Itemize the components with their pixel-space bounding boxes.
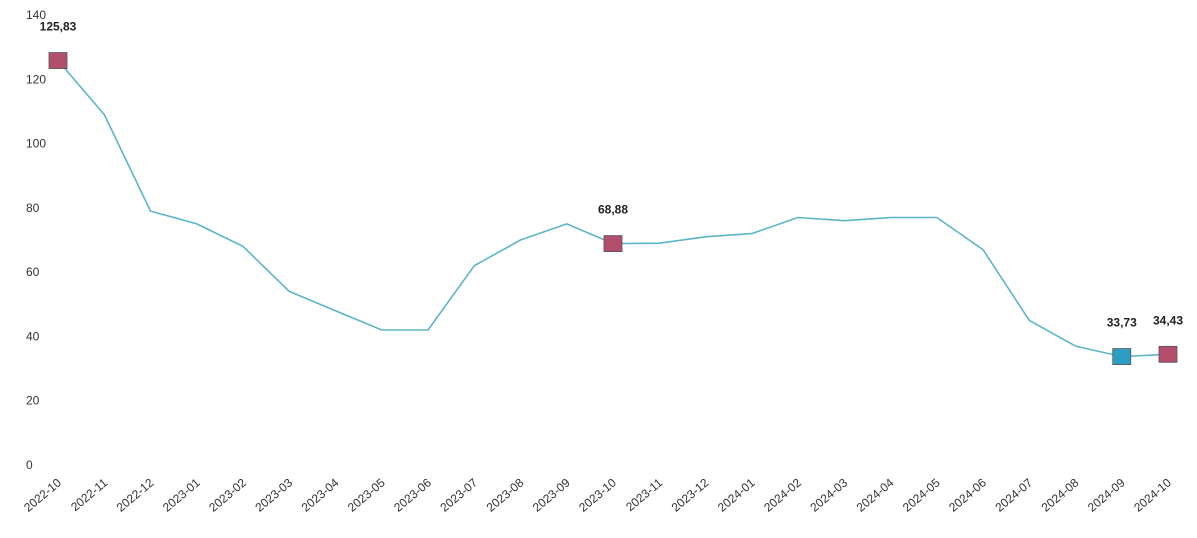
- x-tick-label: 2024-05: [900, 475, 943, 514]
- data-label: 125,83: [40, 20, 77, 34]
- y-tick-label: 20: [26, 394, 40, 408]
- x-tick-label: 2024-04: [854, 475, 897, 514]
- x-tick-label: 2023-05: [345, 475, 388, 514]
- x-tick-label: 2023-09: [530, 475, 573, 514]
- data-label: 34,43: [1153, 313, 1183, 327]
- y-tick-label: 0: [26, 458, 33, 472]
- data-point-marker: [1112, 348, 1132, 365]
- x-tick-label: 2023-11: [623, 475, 665, 514]
- x-tick-label: 2024-09: [1085, 475, 1128, 514]
- x-tick-label: 2022-10: [21, 475, 64, 514]
- y-tick-label: 120: [26, 72, 46, 86]
- markers-group: 125,83 68,88 33,73 34,43: [40, 20, 1183, 365]
- y-tick-label: 40: [26, 329, 40, 343]
- x-tick-label: 2023-06: [391, 475, 434, 514]
- data-point-marker: [603, 235, 623, 253]
- data-point-marker: [48, 52, 68, 69]
- x-tick-label: 2022-12: [114, 475, 157, 514]
- y-tick-label: 100: [26, 137, 46, 151]
- x-tick-label: 2023-01: [160, 475, 203, 514]
- x-tick-label: 2024-06: [946, 475, 989, 514]
- y-tick-label: 140: [26, 8, 46, 22]
- x-tick-label: 2023-07: [437, 475, 480, 514]
- x-tick-label: 2023-03: [252, 475, 295, 514]
- y-tick-label: 80: [26, 201, 40, 215]
- x-tick-label: 2024-02: [761, 475, 804, 514]
- x-axis: 2022-10 2022-11 2022-12 2023-01 2023-02 2023-…: [21, 475, 1174, 514]
- data-label: 68,88: [598, 203, 628, 217]
- x-tick-label: 2023-12: [669, 475, 712, 514]
- x-tick-label: 2022-11: [68, 475, 110, 514]
- x-tick-label: 2024-01: [715, 475, 758, 514]
- x-tick-label: 2023-02: [206, 475, 249, 514]
- x-tick-label: 2024-03: [807, 475, 850, 514]
- data-point-marker: [1158, 345, 1178, 363]
- x-tick-label: 2023-08: [484, 475, 527, 514]
- x-tick-label: 2023-10: [576, 475, 619, 514]
- x-tick-label: 2024-10: [1131, 475, 1174, 514]
- data-label: 33,73: [1107, 316, 1137, 330]
- y-axis: 0 20 40 60 80 100 120 140: [26, 8, 46, 472]
- x-tick-label: 2024-07: [992, 475, 1035, 514]
- x-tick-label: 2023-04: [299, 475, 342, 514]
- x-tick-label: 2024-08: [1039, 475, 1082, 514]
- y-tick-label: 60: [26, 265, 40, 279]
